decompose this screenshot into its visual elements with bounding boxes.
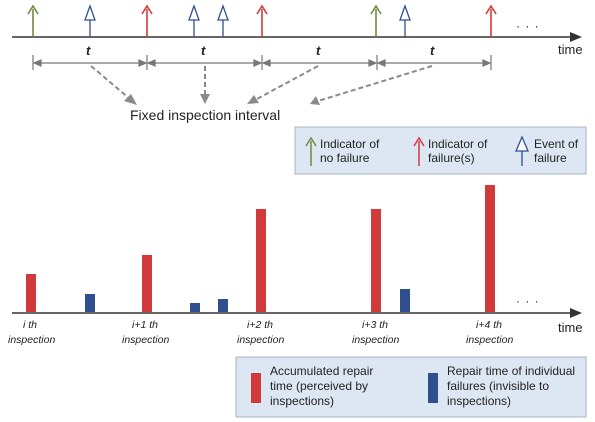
accumulated-repair-bar: [142, 255, 152, 312]
bottom-axis-label: time: [558, 320, 583, 335]
individual-repair-bar: [218, 299, 228, 312]
inspection-label: i th: [23, 319, 37, 331]
dimension-arrowhead-icon: [261, 59, 271, 67]
hollow-blue-arrow-icon: [217, 4, 229, 37]
red-up-arrow-icon: [256, 4, 268, 37]
dimension-arrowhead-icon: [138, 59, 148, 67]
legend-individual-line3: inspections): [447, 394, 511, 408]
inspection-label: i+4 th: [476, 319, 502, 331]
interval-label: t: [430, 43, 435, 58]
individual-repair-bar: [190, 303, 200, 312]
legend-failure-event-line1: Event of: [534, 137, 579, 151]
caption-pointers: [90, 65, 433, 102]
inspection-label: inspection: [8, 334, 55, 346]
dimension-arrowhead-icon: [32, 59, 42, 67]
bar-timeline: · · · time i th inspection i+1 th inspec…: [8, 185, 583, 346]
caption-pointer: [90, 65, 131, 100]
pointer-arrowhead-icon: [124, 94, 137, 105]
interval-label: t: [316, 43, 321, 58]
legend-no-failure-line1: Indicator of: [320, 137, 380, 151]
top-timeline: · · · time t t t t: [12, 4, 583, 123]
top-ellipsis: · · ·: [516, 19, 540, 33]
inspection-label: inspection: [466, 334, 513, 346]
top-axis-label: time: [558, 42, 583, 57]
legend-accumulated-line2: time (perceived by: [270, 379, 368, 393]
inspection-label: i+2 th: [247, 319, 273, 331]
hollow-blue-arrow-icon: [399, 4, 411, 37]
dimension-arrowhead-icon: [376, 59, 386, 67]
legend-top-panel: Indicator of no failure Indicator of fai…: [294, 126, 587, 175]
top-axis-arrowhead-icon: [570, 32, 582, 42]
green-up-arrow-icon: [27, 4, 39, 37]
legend-bottom-background: [235, 356, 587, 418]
hollow-blue-arrow-icon: [188, 4, 200, 37]
caption-text: Fixed inspection interval: [130, 107, 280, 123]
inspection-label: inspection: [237, 334, 284, 346]
legend-individual-line2: failures (invisible to: [447, 379, 549, 393]
inspection-label: i+3 th: [362, 319, 388, 331]
dimension-arrowhead-icon: [482, 59, 492, 67]
inspection-label: inspection: [352, 334, 399, 346]
legend-top-background: [294, 126, 587, 175]
dimension-arrowhead-icon: [253, 59, 263, 67]
inspection-label: i+1 th: [132, 319, 158, 331]
hollow-blue-arrow-icon: [84, 4, 96, 37]
dimension-arrowhead-icon: [146, 59, 156, 67]
individual-repair-bar: [85, 294, 95, 312]
caption-pointer-heads: [124, 94, 320, 105]
red-bar-swatch-icon: [251, 373, 261, 403]
accumulated-repair-bar: [485, 185, 495, 312]
legend-no-failure-line2: no failure: [320, 151, 370, 165]
blue-bar-swatch-icon: [428, 373, 438, 403]
accumulated-repair-bar: [26, 274, 36, 312]
individual-repair-bar: [400, 289, 410, 312]
dimension-arrowhead-icon: [368, 59, 378, 67]
bottom-ellipsis: · · ·: [516, 294, 540, 308]
legend-accumulated-line3: inspections): [270, 394, 334, 408]
accumulated-repair-bar: [371, 209, 381, 312]
red-up-arrow-icon: [141, 4, 153, 37]
interval-label: t: [86, 43, 91, 58]
pointer-arrowhead-icon: [247, 95, 259, 104]
green-up-arrow-icon: [305, 136, 317, 166]
legend-failure-event-line2: failure: [534, 151, 567, 165]
legend-individual-line1: Repair time of individual: [447, 364, 575, 378]
interval-dimensions: [32, 55, 492, 70]
pointer-arrowhead-icon: [200, 94, 210, 104]
event-arrows: [27, 4, 497, 37]
legend-failure-indicator-line1: Indicator of: [428, 137, 488, 151]
caption-pointer: [317, 65, 433, 102]
hollow-blue-arrow-icon: [515, 135, 529, 166]
legend-accumulated-line1: Accumulated repair: [270, 364, 373, 378]
legend-failure-indicator-line2: failure(s): [428, 151, 475, 165]
red-up-arrow-icon: [485, 4, 497, 37]
legend-bottom-panel: Accumulated repair time (perceived by in…: [235, 356, 587, 418]
caption-pointer: [254, 65, 319, 101]
inspection-label: inspection: [122, 334, 169, 346]
green-up-arrow-icon: [370, 4, 382, 37]
accumulated-repair-bar: [256, 209, 266, 312]
red-up-arrow-icon: [413, 136, 425, 166]
repair-time-bars: [26, 185, 495, 312]
bottom-axis-arrowhead-icon: [570, 308, 582, 318]
interval-label: t: [201, 43, 206, 58]
pointer-arrowhead-icon: [310, 96, 320, 105]
